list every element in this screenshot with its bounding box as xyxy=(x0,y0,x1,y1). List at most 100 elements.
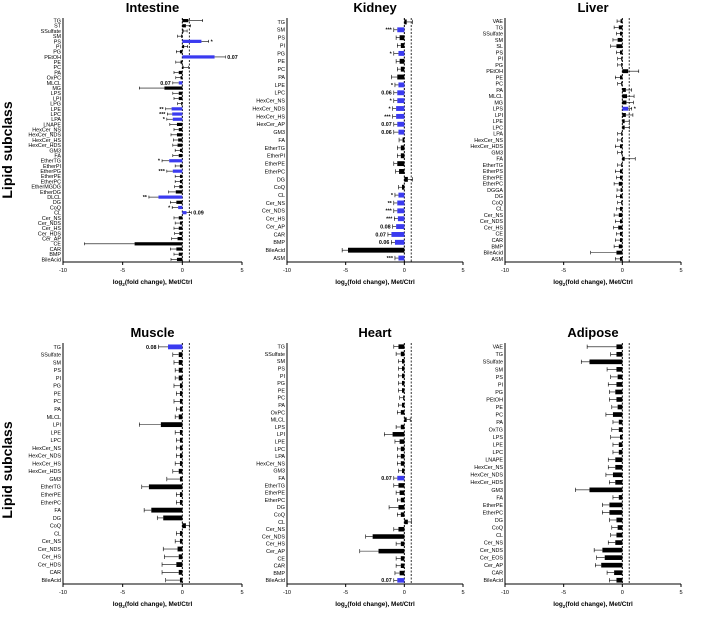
bar-cer-nds xyxy=(619,219,623,224)
bar-car xyxy=(400,563,405,569)
category-label: SSulfate xyxy=(41,29,61,35)
x-tick-label: -10 xyxy=(283,590,291,596)
category-label: SM xyxy=(495,38,504,44)
category-label: LNAPE xyxy=(43,122,61,128)
category-label: HexCer_HDS xyxy=(28,143,61,149)
category-label: GM3 xyxy=(491,488,503,494)
x-tick-label: -10 xyxy=(501,268,509,274)
category-label: Cer_AP xyxy=(266,549,285,555)
bar-lpa xyxy=(172,117,183,121)
category-label: PI xyxy=(280,374,285,380)
category-label: CoQ xyxy=(274,513,285,519)
bar-pg xyxy=(179,50,183,54)
bar-cl xyxy=(182,211,187,215)
category-label: LPC xyxy=(493,125,504,131)
category-label: FA xyxy=(496,157,503,163)
category-label: TG xyxy=(278,345,286,351)
category-label: PA xyxy=(278,75,285,81)
category-label: GM3 xyxy=(273,130,285,136)
x-tick-label: 5 xyxy=(679,268,682,274)
category-label: EtherTG xyxy=(265,146,285,152)
bar-coq xyxy=(617,525,623,530)
x-axis-label: log2(fold change), Met/Ctrl xyxy=(335,601,415,609)
significance-label: 0.09 xyxy=(193,211,204,217)
bar-etherpe xyxy=(609,502,623,508)
category-label: CE xyxy=(278,556,286,562)
x-axis-label-rest: (fold change), Met/Ctrl xyxy=(125,601,193,608)
category-label: VAE xyxy=(493,19,504,25)
category-label: SSulfate xyxy=(483,32,503,38)
bar-sl xyxy=(616,44,623,49)
category-label: Cer_NDS xyxy=(480,548,503,554)
bar-dgga xyxy=(620,188,623,192)
bar-bileacid xyxy=(179,577,183,583)
category-label: PA xyxy=(278,403,285,409)
category-label: CE xyxy=(54,242,62,248)
bar-bmp xyxy=(178,252,183,256)
category-label: CAR xyxy=(274,232,285,238)
category-label: HexCer_NS xyxy=(256,99,285,105)
category-label: Cer_NS xyxy=(484,213,504,219)
x-tick-label: -5 xyxy=(120,268,125,274)
x-axis-label-rest: (fold change), Met/Ctrl xyxy=(347,279,415,286)
panel-title: Muscle xyxy=(130,325,174,340)
bar-lpc xyxy=(179,437,183,443)
significance-label: 0.07 xyxy=(381,122,392,128)
category-label: GM3 xyxy=(491,150,503,156)
bar-ssulfate xyxy=(619,31,623,36)
category-label: LPA xyxy=(51,117,61,123)
category-label: PA xyxy=(496,420,503,426)
bar-ps xyxy=(178,367,183,373)
x-axis-label-base: 2 xyxy=(563,604,566,609)
category-label: SM xyxy=(53,34,62,40)
category-label: CoQ xyxy=(274,185,285,191)
significance-label: 0.07 xyxy=(381,476,392,482)
x-tick-label: -10 xyxy=(59,268,67,274)
x-axis-label-base: 2 xyxy=(345,604,348,609)
bar-pi xyxy=(621,56,623,61)
bar-cl xyxy=(619,206,623,211)
category-label: HexCer_NS xyxy=(474,138,503,144)
category-label: LPI xyxy=(495,113,503,119)
category-label: CAR xyxy=(50,570,61,576)
bar-pc xyxy=(182,65,184,69)
bar-car xyxy=(614,570,623,576)
category-label: CoQ xyxy=(50,524,61,530)
category-label: EtherPC xyxy=(265,169,285,175)
category-label: HexCer_NS xyxy=(256,461,285,467)
bar-pe xyxy=(179,391,183,396)
bar-tg xyxy=(398,344,405,349)
bar-ps xyxy=(619,50,623,55)
category-label: GM3 xyxy=(49,148,61,154)
category-label: PEtOH xyxy=(486,397,503,403)
category-label: SM xyxy=(53,360,62,366)
x-tick-label: -10 xyxy=(59,590,67,596)
bar-dg xyxy=(404,176,408,182)
category-label: LPC xyxy=(275,91,286,97)
category-label: PS xyxy=(54,368,62,374)
category-label: LPC xyxy=(275,447,286,453)
bar-pc xyxy=(400,66,405,72)
category-label: PS xyxy=(278,366,286,372)
bar-hexcer-ns xyxy=(621,138,623,142)
bar-cer-hs xyxy=(178,554,183,560)
bar-mlcl xyxy=(622,94,628,99)
category-label: PEtOH xyxy=(44,55,61,61)
bar-etherdg xyxy=(175,190,183,194)
category-label: PC xyxy=(496,82,504,88)
bar-bileacid xyxy=(616,577,623,583)
bar-cer-ap xyxy=(177,237,183,241)
x-tick-label: -10 xyxy=(501,590,509,596)
bar-hexcer-hs xyxy=(396,113,405,119)
bar-bileacid xyxy=(348,247,405,253)
bar-pc xyxy=(403,395,405,401)
bar-hexcer-nds xyxy=(612,472,623,478)
significance-label: *** xyxy=(387,256,394,262)
significance-label: ** xyxy=(388,201,393,207)
bar-pi xyxy=(400,43,405,48)
category-label: BMP xyxy=(273,240,285,246)
category-label: LPG xyxy=(50,102,61,108)
bar-hexcer-nds xyxy=(179,453,183,459)
